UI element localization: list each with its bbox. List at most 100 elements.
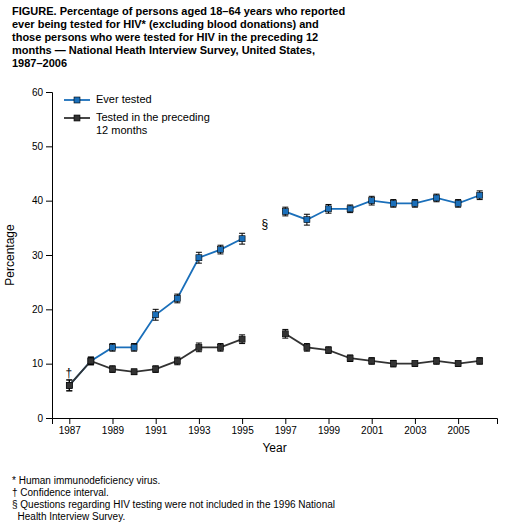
y-axis-tick-label: 10 — [32, 358, 44, 369]
error-bar-cap — [217, 343, 223, 344]
x-axis-tick: 1987 — [59, 418, 82, 436]
title: FIGURE. Percentage of persons aged 18–64… — [12, 5, 345, 69]
error-bar-cap — [412, 207, 418, 208]
y-axis-title: Percentage — [3, 224, 17, 286]
x-axis-tick-label: 1999 — [318, 425, 341, 436]
error-bar — [109, 366, 115, 373]
y-axis-tick-label: 50 — [32, 141, 44, 152]
y-axis-tick: 60 — [32, 87, 52, 98]
series-line — [69, 195, 479, 385]
marker — [174, 358, 180, 364]
error-bar-cap — [239, 244, 245, 245]
error-bar — [217, 344, 223, 352]
error-bar — [196, 343, 202, 352]
error-bar — [66, 380, 72, 391]
x-axis-tick-mark — [372, 418, 373, 424]
error-bar-cap — [455, 199, 461, 200]
error-bar-cap — [109, 351, 115, 352]
error-bar-cap — [196, 263, 202, 264]
x-axis-tick: 2005 — [447, 418, 470, 436]
marker — [196, 255, 202, 261]
x-axis-tick-mark — [415, 418, 416, 424]
annotation: § — [262, 217, 269, 231]
error-bar — [174, 294, 180, 303]
marker — [282, 331, 288, 337]
x-axis-tick-label: 1995 — [231, 425, 254, 436]
marker — [131, 344, 137, 350]
marker — [412, 361, 418, 367]
marker — [217, 344, 223, 350]
title-line: months — National Heath Interview Survey… — [12, 44, 315, 56]
legend: Ever tested Tested in the preceding12 mon… — [64, 93, 210, 136]
y-axis-tick-mark — [46, 201, 52, 202]
error-bar — [369, 196, 375, 205]
y-axis-tick-label: 0 — [37, 413, 43, 424]
error-bar-cap — [239, 334, 245, 335]
error-bar — [326, 204, 332, 213]
error-bar — [390, 360, 396, 367]
error-bar-cap — [131, 343, 137, 344]
x-axis-line — [53, 419, 498, 425]
error-bar — [412, 200, 418, 208]
x-axis-tick: 1993 — [188, 418, 211, 436]
marker — [88, 358, 94, 364]
marker — [455, 361, 461, 367]
x-axis-tick: 1991 — [145, 418, 168, 436]
marker — [66, 382, 72, 388]
error-bar — [239, 335, 245, 344]
marker — [304, 344, 310, 350]
error-bar-cap — [304, 214, 310, 215]
x-axis-tick: 2001 — [361, 418, 384, 436]
legend-marker — [74, 97, 80, 103]
error-bar — [304, 214, 310, 225]
x-axis-tick-label: 1987 — [59, 425, 82, 436]
error-bar — [455, 361, 461, 366]
marker — [412, 200, 418, 206]
marker — [88, 358, 94, 364]
error-bar-cap — [390, 199, 396, 200]
error-bar-cap — [239, 343, 245, 344]
error-bar — [477, 358, 483, 365]
x-axis-tick: 1995 — [231, 418, 254, 436]
x-axis-tick-mark — [156, 418, 157, 424]
error-bar-cap — [326, 204, 332, 205]
marker — [369, 358, 375, 364]
y-axis-tick-label: 20 — [32, 304, 44, 315]
x-axis-tick-mark — [242, 418, 243, 424]
error-bar-cap — [347, 205, 353, 206]
x-axis-tick: 1999 — [318, 418, 341, 436]
error-bar-cap — [434, 201, 440, 202]
x-axis-tick-label: 2005 — [447, 425, 470, 436]
y-axis-tick-label: 30 — [32, 250, 44, 261]
marker — [66, 382, 72, 388]
error-bar — [66, 380, 72, 391]
error-bar-cap — [88, 364, 94, 365]
error-bar-cap — [304, 351, 310, 352]
x-axis-tick-mark — [458, 418, 459, 424]
error-bar-cap — [174, 364, 180, 365]
marker — [153, 312, 159, 318]
error-bar — [390, 200, 396, 208]
marker — [434, 358, 440, 364]
error-bar-cap — [369, 196, 375, 197]
footnote: Health Interview Survey. — [12, 511, 125, 522]
legend-label-line: 12 months — [96, 124, 148, 136]
y-axis-tick: 20 — [32, 304, 52, 315]
x-axis-tick: 2003 — [404, 418, 427, 436]
error-bar — [369, 358, 375, 365]
error-bar-cap — [196, 252, 202, 253]
error-bar — [196, 252, 202, 263]
error-bar-cap — [131, 351, 137, 352]
footnote: * Human immunodeficiency virus. — [12, 475, 160, 486]
error-bar — [174, 357, 180, 365]
error-bar-cap — [282, 329, 288, 330]
y-axis-tick-mark — [46, 309, 52, 310]
marker — [455, 200, 461, 206]
marker — [239, 236, 245, 242]
legend-label: Ever tested — [96, 93, 152, 105]
error-bar-cap — [174, 294, 180, 295]
x-axis-tick-mark — [329, 418, 330, 424]
legend-label-line: Tested in the preceding — [96, 111, 210, 123]
marker — [390, 361, 396, 367]
marker — [326, 347, 332, 353]
